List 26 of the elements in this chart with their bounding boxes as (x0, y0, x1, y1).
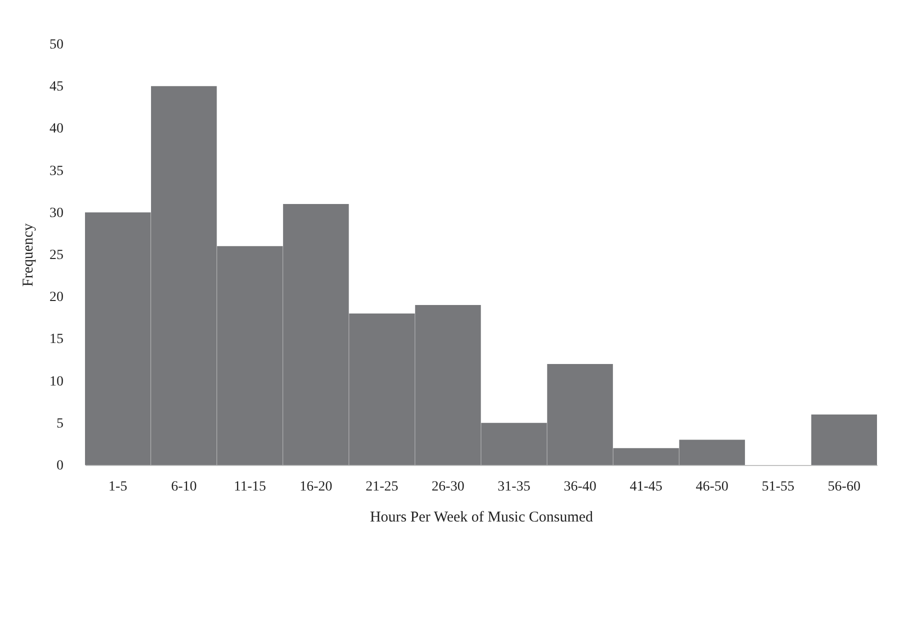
x-tick-label: 46-50 (696, 480, 728, 494)
x-tick-label: 56-60 (828, 480, 860, 494)
y-tick-label: 45 (50, 80, 64, 95)
bar (811, 414, 877, 465)
x-tick-label: 36-40 (564, 480, 596, 494)
y-tick-label: 0 (56, 458, 64, 474)
x-tick-label: 26-30 (432, 480, 464, 494)
y-tick-label: 50 (50, 38, 64, 52)
x-tick-label: 1-5 (108, 480, 128, 494)
y-tick-label: 30 (50, 206, 64, 221)
x-tick-label: 51-55 (762, 480, 794, 494)
x-tick-label: 41-45 (630, 480, 662, 494)
x-tick-label: 11-15 (234, 480, 266, 494)
x-axis-title: Hours Per Week of Music Consumed (370, 510, 594, 526)
x-tick-label: 16-20 (300, 480, 332, 494)
y-tick-label: 40 (50, 122, 64, 137)
y-tick-label: 10 (50, 374, 64, 390)
y-tick-label: 25 (50, 248, 64, 263)
y-tick-label: 35 (50, 164, 64, 179)
x-tick-label: 21-25 (366, 480, 398, 494)
y-tick-label: 15 (50, 332, 64, 348)
x-tick-label: 6-10 (171, 480, 197, 494)
y-tick-label: 5 (56, 416, 64, 432)
x-tick-label: 31-35 (498, 480, 530, 494)
y-axis-title: Frequency (20, 222, 36, 287)
y-tick-label: 20 (50, 290, 64, 306)
